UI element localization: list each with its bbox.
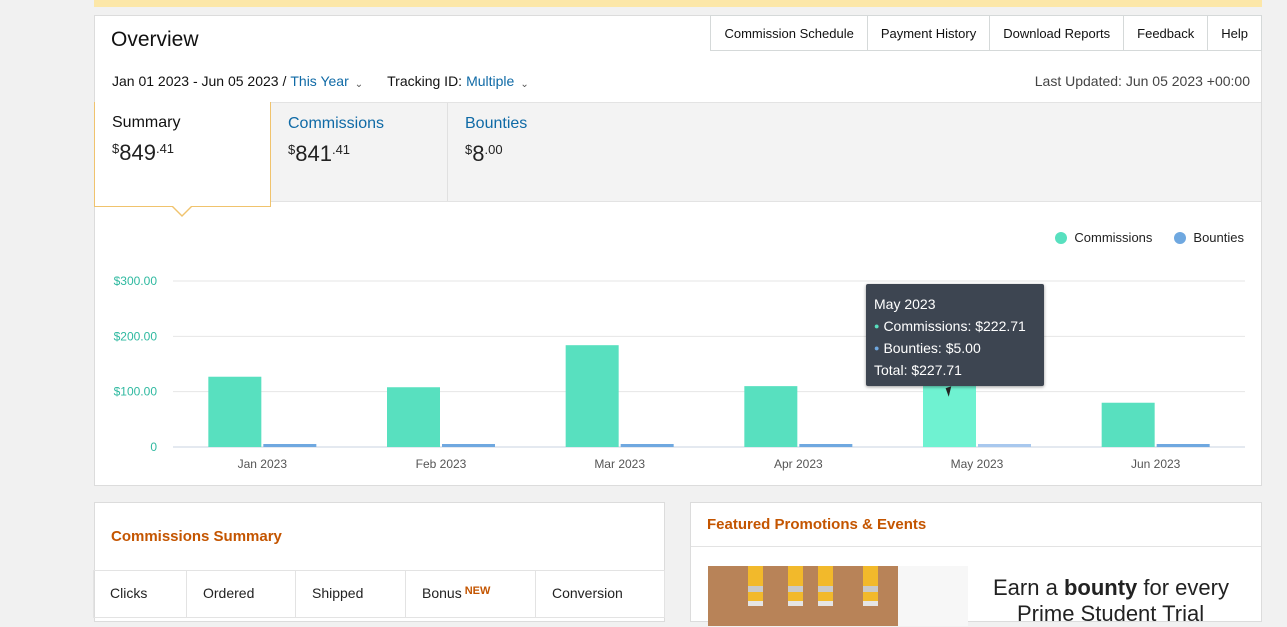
x-tick-label: Jun 2023 — [1131, 457, 1181, 471]
tab-label: Commissions — [288, 115, 385, 132]
section-title: Featured Promotions & Events — [707, 516, 927, 533]
y-tick-label: $200.00 — [114, 329, 158, 343]
tab-label: Bounties — [465, 115, 528, 132]
date-range: Jan 01 2023 - Jun 05 2023 / — [112, 73, 287, 89]
bounties-bar — [1156, 444, 1210, 447]
commissions-summary-card: Commissions Summary Clicks Ordered Shipp… — [93, 502, 665, 622]
payment-history-button[interactable]: Payment History — [866, 15, 991, 51]
filters-row: Jan 01 2023 - Jun 05 2023 / This Year ⌄ T… — [112, 73, 529, 90]
summary-table-header: Clicks Ordered Shipped Bonus NEW Conversi… — [93, 570, 665, 618]
bounties-bar — [978, 444, 1031, 447]
commissions-bar — [565, 345, 619, 447]
commissions-bar — [208, 376, 262, 447]
promo-image[interactable] — [708, 566, 968, 626]
tab-amount: $8.00 — [465, 141, 503, 166]
chart-tooltip: May 2023 ● Commissions: $222.71 ● Bounties… — [866, 284, 1044, 386]
x-tick-label: Feb 2023 — [416, 457, 467, 471]
col-conversion[interactable]: Conversion — [535, 570, 665, 618]
tracking-dropdown[interactable]: Multiple ⌄ — [466, 73, 529, 90]
tooltip-title: May 2023 — [874, 296, 936, 312]
feedback-button[interactable]: Feedback — [1123, 15, 1209, 51]
commissions-bar — [744, 386, 798, 447]
bounties-bar — [442, 444, 495, 447]
bounties-dot-icon — [1174, 231, 1187, 244]
chevron-down-icon: ⌄ — [354, 79, 364, 90]
earnings-bar-chart: 0 $100.00 $200.00 $300.00 Jan 2023 Feb 2023 Ma… — [114, 274, 1245, 471]
tab-amount: $841.41 — [288, 141, 351, 166]
col-label: Bonus — [422, 585, 462, 601]
featured-promotions-card: Featured Promotions & Events Earn a boun… — [690, 502, 1262, 626]
overview-card: Overview Commission Schedule Payment His… — [94, 15, 1262, 486]
bounties-bar — [263, 444, 317, 447]
col-bonus[interactable]: Bonus NEW — [405, 570, 536, 618]
tracking-value: Multiple — [466, 73, 515, 89]
commissions-bar — [387, 387, 440, 447]
overview-nav: Commission Schedule Payment History Down… — [710, 15, 1262, 51]
x-tick-label: Jan 2023 — [238, 457, 288, 471]
legend-item-bounties[interactable]: Bounties — [1174, 230, 1244, 245]
commissions-bar — [1101, 402, 1155, 447]
x-tick-label: May 2023 — [951, 457, 1004, 471]
tooltip-commissions: ● Commissions: $222.71 — [874, 318, 1026, 334]
chevron-down-icon: ⌄ — [520, 79, 529, 90]
period-dropdown[interactable]: This Year ⌄ — [290, 73, 364, 90]
chart-legend: Commissions Bounties — [1033, 230, 1244, 245]
section-title: Commissions Summary — [111, 528, 282, 545]
tab-amount: $849.41 — [112, 140, 175, 165]
new-badge: NEW — [464, 585, 491, 597]
bounties-bar — [799, 444, 853, 447]
y-tick-label: 0 — [150, 440, 157, 454]
legend-label: Commissions — [1074, 230, 1153, 245]
legend-item-commissions[interactable]: Commissions — [1055, 230, 1152, 245]
col-clicks[interactable]: Clicks — [93, 570, 187, 618]
x-tick-label: Apr 2023 — [774, 457, 823, 471]
active-tab-caret — [172, 206, 192, 217]
y-tick-label: $100.00 — [114, 385, 158, 399]
download-reports-button[interactable]: Download Reports — [989, 15, 1125, 51]
summary-tabs: Commissions $841.41 Bounties $8.00 Summa… — [94, 102, 1261, 217]
tab-commissions[interactable]: Commissions $841.41 — [271, 103, 448, 201]
y-tick-label: $300.00 — [114, 274, 158, 288]
notification-strip — [94, 0, 1262, 7]
tooltip-total: Total: $227.71 — [874, 362, 962, 378]
legend-label: Bounties — [1193, 230, 1244, 245]
col-ordered[interactable]: Ordered — [186, 570, 296, 618]
commission-schedule-button[interactable]: Commission Schedule — [710, 15, 868, 51]
bounties-bar — [620, 444, 674, 447]
last-updated: Last Updated: Jun 05 2023 +00:00 — [1034, 73, 1250, 89]
tab-bounties[interactable]: Bounties $8.00 — [448, 103, 625, 201]
period-value: This Year — [290, 73, 349, 89]
tooltip-bounties: ● Bounties: $5.00 — [874, 340, 981, 356]
help-button[interactable]: Help — [1207, 15, 1262, 51]
tab-summary[interactable]: Summary $849.41 — [94, 102, 271, 217]
tab-label: Summary — [112, 114, 181, 131]
page-title: Overview — [111, 28, 199, 51]
col-shipped[interactable]: Shipped — [295, 570, 406, 618]
commissions-dot-icon — [1055, 231, 1068, 244]
tracking-label: Tracking ID: — [387, 73, 463, 89]
x-tick-label: Mar 2023 — [594, 457, 645, 471]
promo-text[interactable]: Earn a bounty for every Prime Student Tr… — [993, 575, 1229, 626]
